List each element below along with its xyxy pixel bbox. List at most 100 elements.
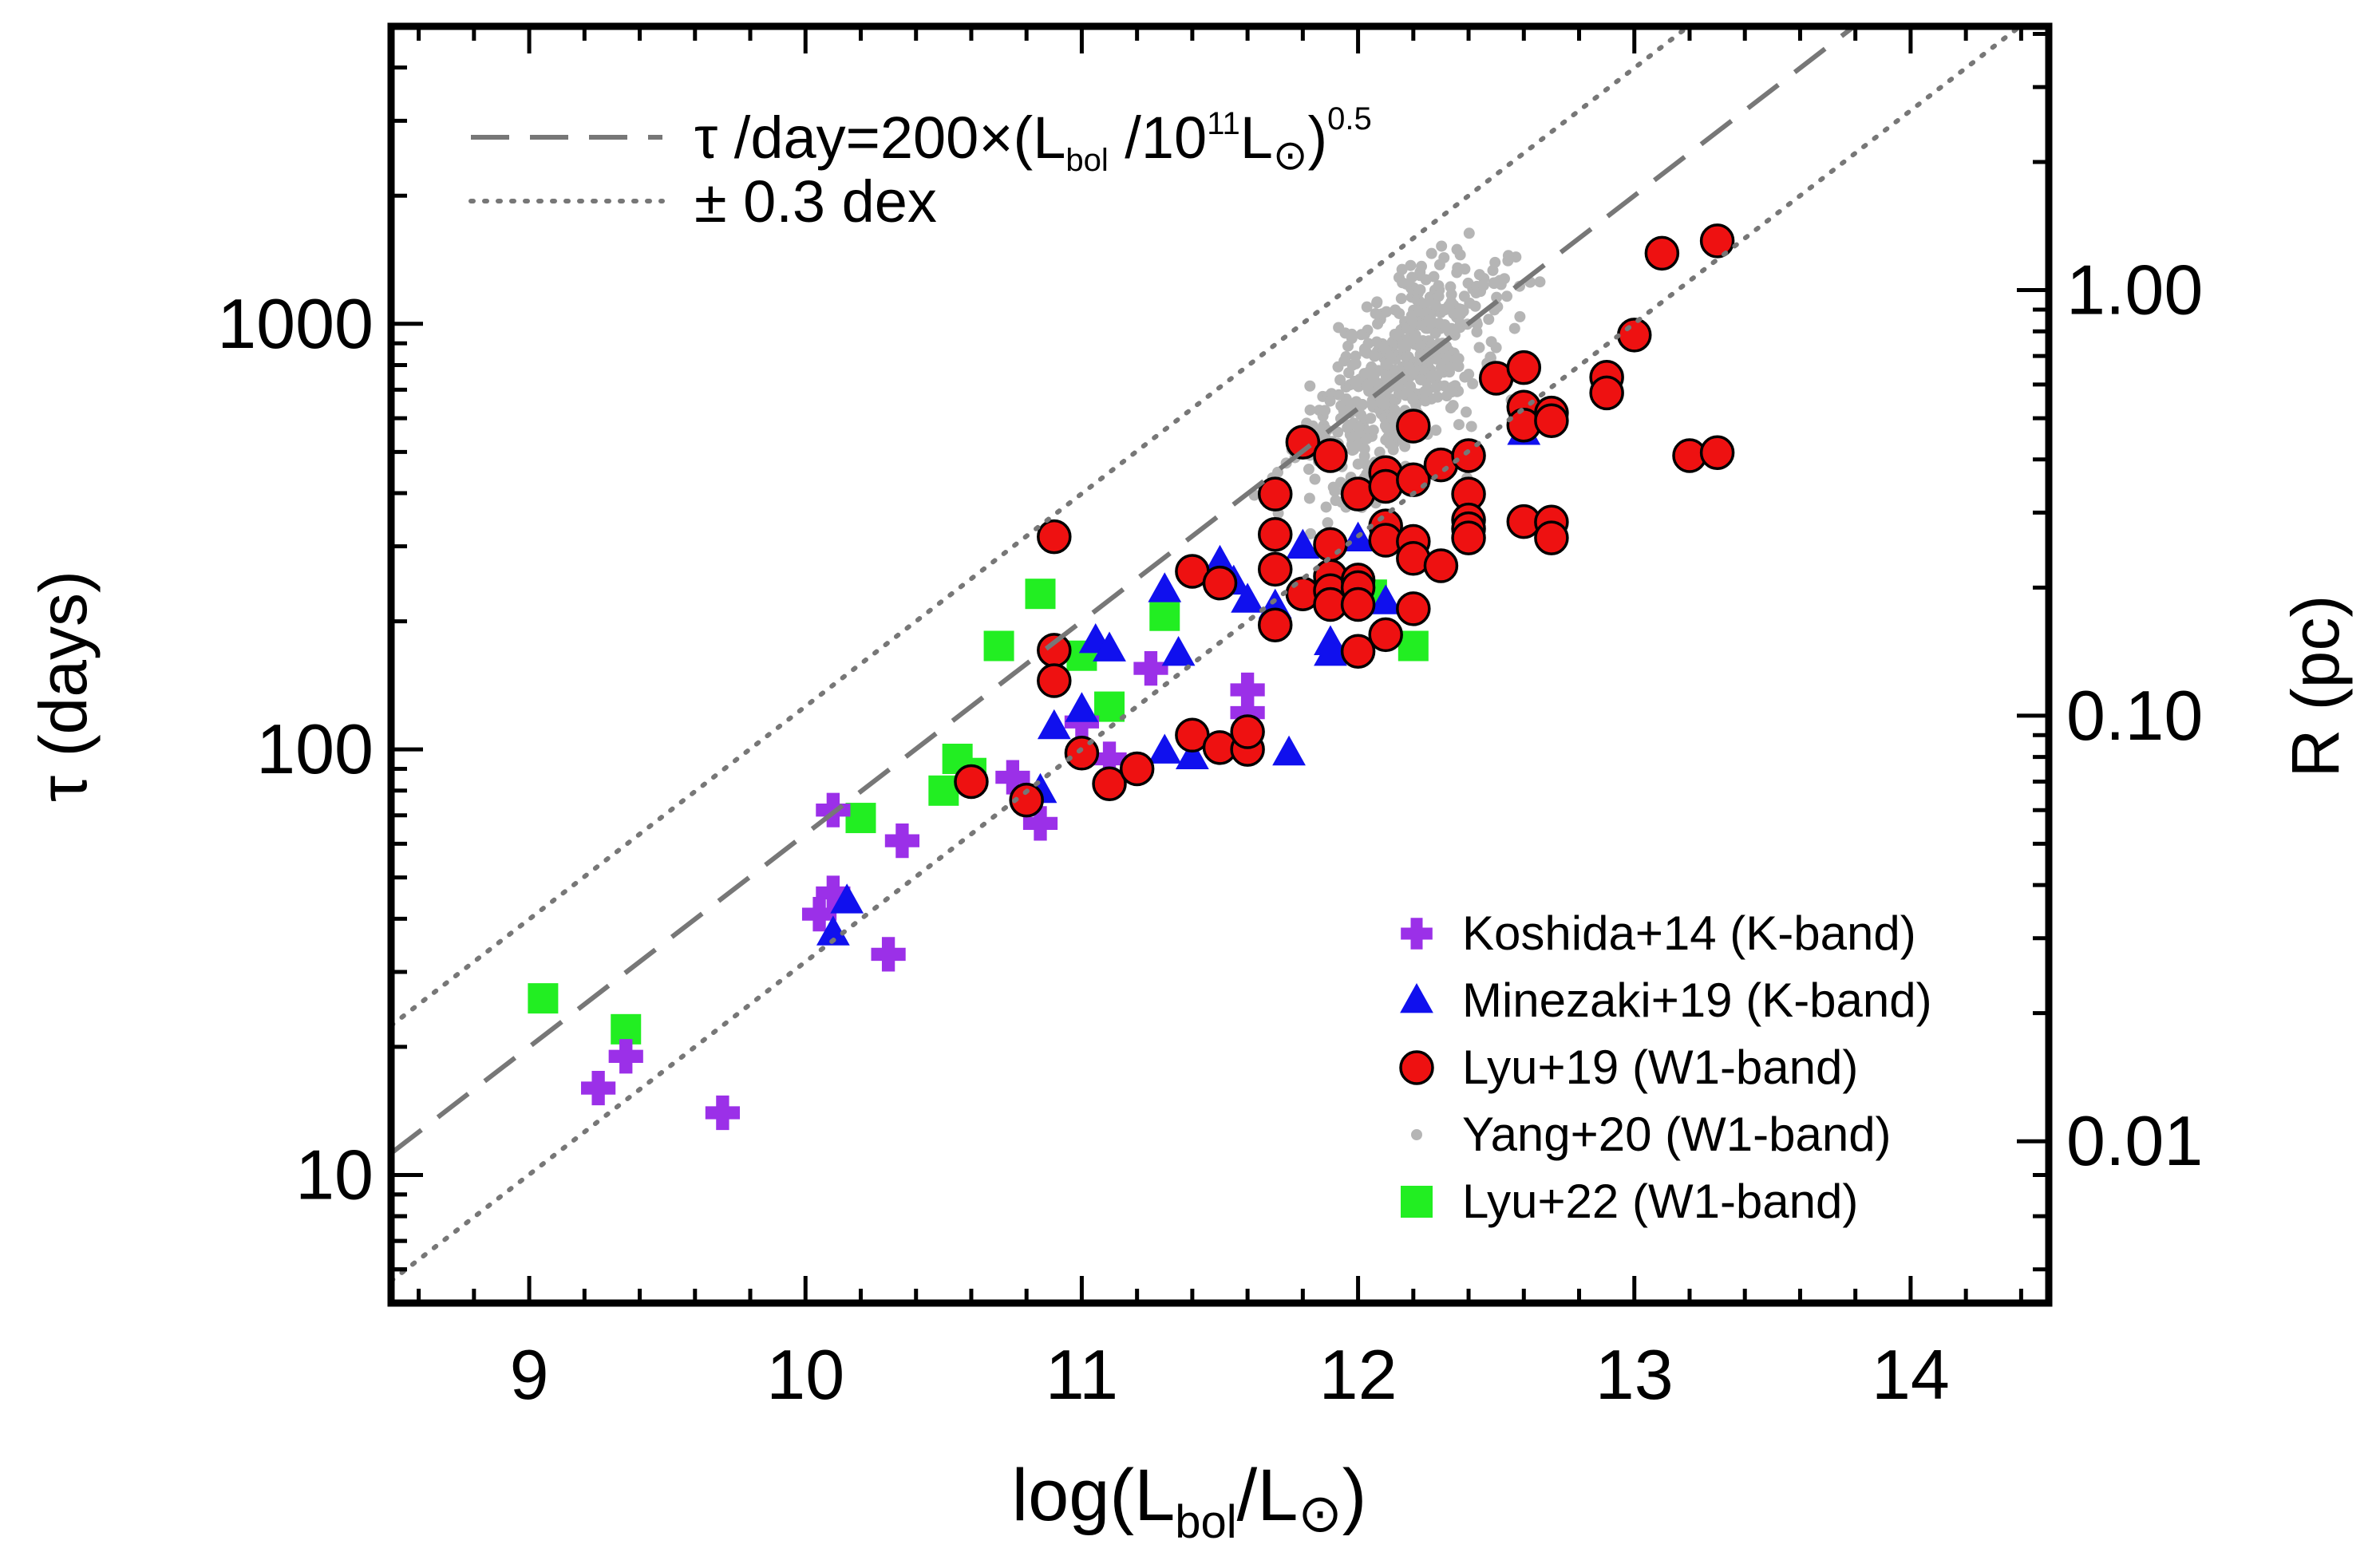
yang20-point xyxy=(1373,365,1385,377)
right-tick-label: 0.10 xyxy=(2066,676,2203,755)
yang20-point xyxy=(1402,335,1414,347)
yang20-point xyxy=(1386,412,1398,424)
yang20-point xyxy=(1366,399,1378,411)
yang20-point xyxy=(1483,314,1495,326)
data-point-plus xyxy=(1022,806,1058,841)
x-tick-label: 12 xyxy=(1319,1335,1398,1414)
yang20-point xyxy=(1467,377,1479,389)
yang20-point xyxy=(1327,481,1339,493)
yang20-point xyxy=(1514,310,1526,322)
data-point-plus xyxy=(801,897,837,932)
data-point-circle xyxy=(1092,766,1127,802)
data-point-circle xyxy=(1340,587,1376,622)
yang20-point xyxy=(1459,263,1471,275)
yang20-point xyxy=(1403,361,1415,373)
yang20-point xyxy=(1384,438,1396,450)
yang20-point xyxy=(1534,276,1546,288)
plot-frame xyxy=(387,22,2053,1307)
relation-upper-dotted-line xyxy=(391,26,1693,1029)
yang20-point xyxy=(1458,290,1470,302)
data-point-circle xyxy=(1009,782,1044,818)
yang20-point xyxy=(1399,440,1411,452)
yang20-point xyxy=(1406,314,1418,326)
data-point-circle xyxy=(1257,476,1293,511)
data-point-triangle xyxy=(1148,733,1182,764)
right-tick-label: 1.00 xyxy=(2066,251,2203,330)
yang20-point xyxy=(1309,473,1321,485)
yang20-point xyxy=(1425,247,1437,259)
legend-label: Yang+20 (W1-band) xyxy=(1462,1108,1892,1161)
yang20-point xyxy=(1344,419,1356,431)
x-tick-label: 11 xyxy=(1046,1335,1118,1414)
legend-marker-plus xyxy=(1401,918,1433,950)
yang20-point xyxy=(1381,422,1393,434)
right-y-axis-label: R (pc) xyxy=(2278,595,2353,778)
yang20-point xyxy=(1355,409,1367,421)
yang20-point xyxy=(1491,291,1503,303)
data-point-circle xyxy=(1396,591,1431,626)
data-point-square xyxy=(983,630,1014,662)
relation-lines xyxy=(391,26,2024,1284)
yang20-point xyxy=(1425,318,1437,330)
yang20-point xyxy=(1430,425,1442,436)
right-tick-label: 0.01 xyxy=(2066,1101,2203,1180)
data-point-plus xyxy=(581,1070,616,1106)
yang20-point xyxy=(1319,405,1331,417)
yang20-point xyxy=(1432,391,1444,403)
y-tick-label: 100 xyxy=(256,709,374,788)
data-point-plus xyxy=(705,1095,740,1131)
yang20-point xyxy=(1322,517,1334,529)
data-point-circle xyxy=(954,764,989,800)
data-point-triangle xyxy=(1037,709,1071,740)
data-point-circle xyxy=(1285,425,1321,460)
legend-marker-circle xyxy=(1399,1050,1434,1085)
yang20-point xyxy=(1439,304,1451,316)
yang20-point xyxy=(1324,395,1336,407)
data-point-circle xyxy=(1451,520,1486,555)
data-point-triangle xyxy=(1203,544,1237,575)
data-point-triangle xyxy=(830,883,864,914)
data-point-triangle xyxy=(1286,528,1320,559)
yang20-point xyxy=(1320,501,1332,513)
yang20-point xyxy=(1361,432,1373,444)
data-point-circle xyxy=(1257,607,1293,642)
data-point-plus xyxy=(884,823,920,859)
legend-dotted-label: ± 0.3 dex xyxy=(694,168,937,235)
legend-marker-dot xyxy=(1411,1129,1422,1140)
data-point-square xyxy=(845,803,876,834)
x-tick-label: 9 xyxy=(510,1335,549,1414)
x-tick-label: 14 xyxy=(1872,1335,1950,1414)
y-tick-label: 1000 xyxy=(217,284,374,363)
x-axis-label: log(Lbol/L⊙) xyxy=(1012,1455,1367,1548)
yang20-point xyxy=(1473,269,1485,281)
data-point-plus xyxy=(816,875,851,910)
yang20-point xyxy=(1419,385,1431,397)
data-point-circle xyxy=(1119,751,1155,787)
data-point-plus xyxy=(608,1039,643,1074)
yang20-point xyxy=(1362,381,1374,393)
data-point-triangle xyxy=(1161,635,1196,666)
yang20-point xyxy=(1489,256,1501,268)
data-point-plus xyxy=(995,760,1030,795)
yang20-point xyxy=(1439,319,1451,331)
data-point-circle xyxy=(1368,617,1403,653)
yang20-point xyxy=(1350,378,1362,390)
yang20-point xyxy=(1397,277,1409,289)
data-point-circle xyxy=(1423,548,1459,583)
yang20-point xyxy=(1330,495,1342,507)
yang20-point xyxy=(1358,450,1370,462)
yang20-point xyxy=(1435,361,1447,373)
relation-legend: τ /day=200×(Lbol /1011L⊙)0.5 ± 0.3 dex xyxy=(468,101,1372,235)
yang20-point xyxy=(1459,371,1471,383)
data-point-triangle xyxy=(1314,635,1347,666)
data-point-square xyxy=(1149,600,1180,631)
data-point-triangle xyxy=(1148,572,1182,602)
yang20-point xyxy=(1405,381,1417,393)
yang20-point xyxy=(1352,458,1364,470)
data-point-circle xyxy=(1037,663,1072,698)
yang20-point xyxy=(1364,365,1376,377)
yang20-point xyxy=(1401,322,1413,334)
yang20-point xyxy=(1350,440,1362,452)
data-point-circle xyxy=(1644,235,1680,271)
yang20-point xyxy=(1461,406,1473,418)
